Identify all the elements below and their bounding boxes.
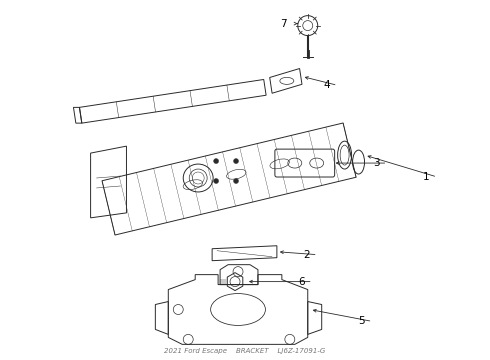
Text: 1: 1	[423, 172, 429, 182]
Text: 7: 7	[280, 19, 287, 28]
Circle shape	[214, 179, 219, 184]
Text: 5: 5	[358, 316, 365, 327]
Text: 2021 Ford Escape    BRACKET    LJ6Z-17091-G: 2021 Ford Escape BRACKET LJ6Z-17091-G	[164, 348, 326, 354]
Text: 4: 4	[323, 80, 330, 90]
Text: 3: 3	[373, 158, 379, 168]
Text: 2: 2	[303, 250, 310, 260]
Circle shape	[214, 159, 219, 163]
Circle shape	[234, 159, 239, 163]
Circle shape	[234, 179, 239, 184]
Text: 6: 6	[298, 276, 305, 287]
